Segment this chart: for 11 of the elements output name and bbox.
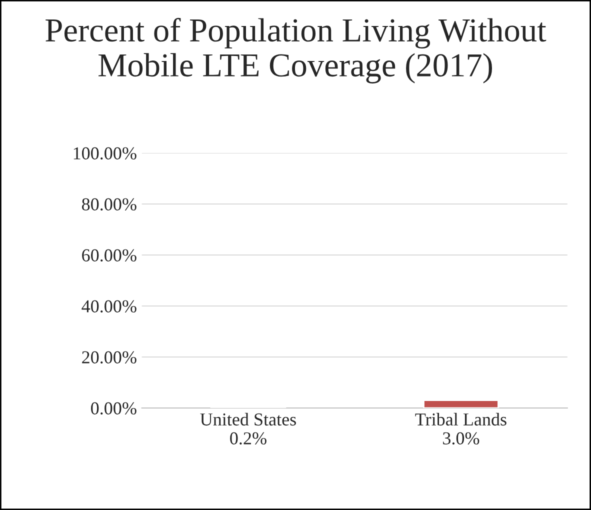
data-label: 0.2% bbox=[230, 432, 266, 445]
x-tick-label: Tribal Lands bbox=[415, 412, 506, 426]
y-tick-label: 40.00% bbox=[82, 300, 136, 313]
y-tick-label: 0.00% bbox=[91, 402, 136, 415]
chart-title: Percent of Population Living Without Mobile LTE Coverage (2017) bbox=[46, 18, 546, 84]
y-tick-label: 20.00% bbox=[82, 351, 136, 364]
data-label: 3.0% bbox=[443, 432, 480, 445]
x-tick-label: United States bbox=[200, 412, 296, 426]
y-tick-label: 60.00% bbox=[82, 249, 136, 262]
y-tick-label: 100.00% bbox=[74, 147, 136, 160]
y-tick-label: 80.00% bbox=[82, 198, 136, 211]
